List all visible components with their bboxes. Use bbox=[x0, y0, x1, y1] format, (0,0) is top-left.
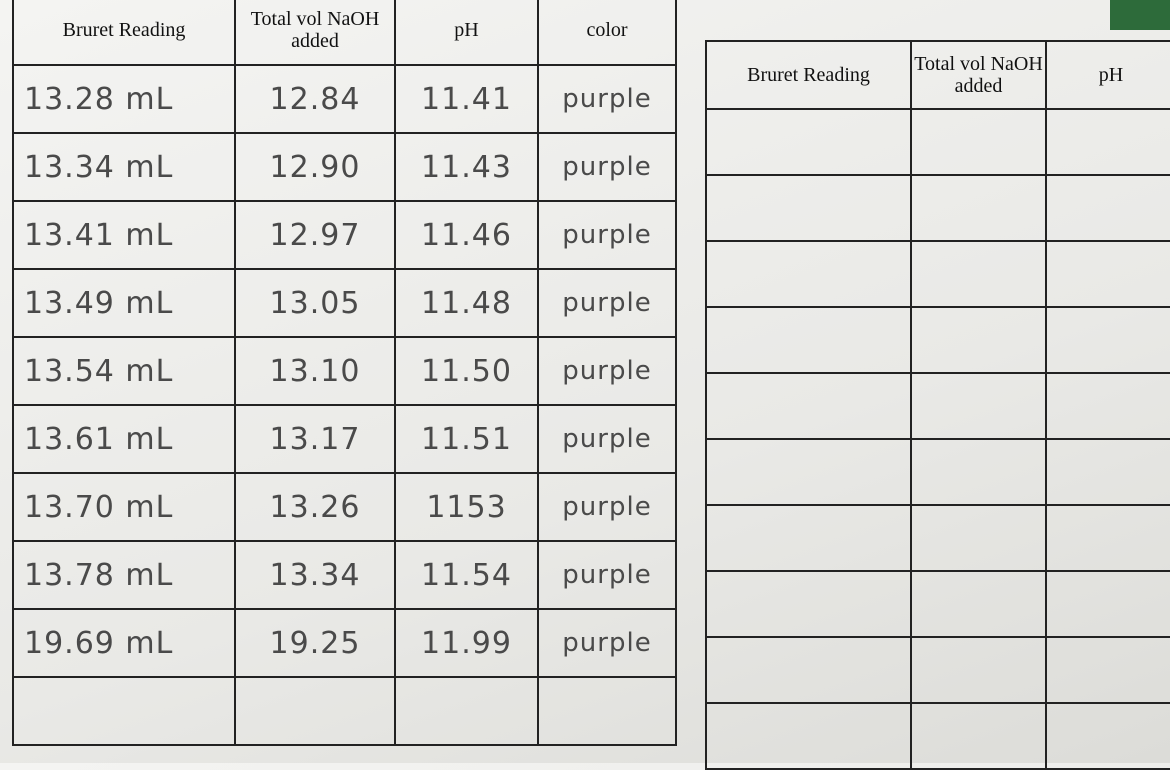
handwritten-cell: 11.46 bbox=[394, 200, 539, 270]
handwritten-cell: 13.34 mL bbox=[12, 132, 236, 202]
data-table: Bruret Reading Total vol NaOH added pH c… bbox=[12, 0, 677, 746]
handwritten-cell: 11.54 bbox=[394, 540, 539, 610]
blank-table: Bruret Reading Total vol NaOH added pH bbox=[705, 40, 1170, 770]
empty-row bbox=[705, 240, 1170, 308]
empty-row bbox=[705, 702, 1170, 770]
header-cell: Total vol NaOH added bbox=[234, 0, 396, 66]
empty-row bbox=[705, 636, 1170, 704]
empty-row bbox=[12, 676, 677, 746]
handwritten-cell: 11.48 bbox=[394, 268, 539, 338]
handwritten-cell: 13.34 bbox=[234, 540, 396, 610]
handwritten-cell: 11.99 bbox=[394, 608, 539, 678]
handwritten-cell: 12.90 bbox=[234, 132, 396, 202]
handwritten-cell: purple bbox=[537, 608, 677, 678]
empty-row bbox=[705, 438, 1170, 506]
data-row: 13.49 mL 13.05 11.48 purple bbox=[12, 268, 677, 338]
handwritten-cell: 11.41 bbox=[394, 64, 539, 134]
handwritten-cell: 12.97 bbox=[234, 200, 396, 270]
background-object bbox=[1110, 0, 1170, 30]
header-row: Bruret Reading Total vol NaOH added pH bbox=[705, 40, 1170, 110]
handwritten-cell: 13.78 mL bbox=[12, 540, 236, 610]
data-row: 19.69 mL 19.25 11.99 purple bbox=[12, 608, 677, 678]
handwritten-cell: 13.28 mL bbox=[12, 64, 236, 134]
handwritten-cell: purple bbox=[537, 200, 677, 270]
handwritten-cell: 1153 bbox=[394, 472, 539, 542]
handwritten-cell: purple bbox=[537, 64, 677, 134]
data-row: 13.34 mL 12.90 11.43 purple bbox=[12, 132, 677, 202]
data-row: 13.28 mL 12.84 11.41 purple bbox=[12, 64, 677, 134]
empty-row bbox=[705, 570, 1170, 638]
handwritten-cell: 13.41 mL bbox=[12, 200, 236, 270]
empty-row bbox=[705, 306, 1170, 374]
handwritten-cell: purple bbox=[537, 268, 677, 338]
handwritten-cell: 13.26 bbox=[234, 472, 396, 542]
handwritten-cell: purple bbox=[537, 336, 677, 406]
table-body bbox=[705, 108, 1170, 770]
data-row: 13.70 mL 13.26 1153 purple bbox=[12, 472, 677, 542]
handwritten-cell: 13.05 bbox=[234, 268, 396, 338]
handwritten-cell: 19.25 bbox=[234, 608, 396, 678]
handwritten-cell: 13.10 bbox=[234, 336, 396, 406]
handwritten-cell: purple bbox=[537, 132, 677, 202]
empty-row bbox=[705, 108, 1170, 176]
empty-row bbox=[705, 372, 1170, 440]
handwritten-cell: 11.43 bbox=[394, 132, 539, 202]
empty-row bbox=[705, 174, 1170, 242]
data-row: 13.61 mL 13.17 11.51 purple bbox=[12, 404, 677, 474]
handwritten-cell: 19.69 mL bbox=[12, 608, 236, 678]
handwritten-cell: 13.49 mL bbox=[12, 268, 236, 338]
handwritten-cell: purple bbox=[537, 472, 677, 542]
handwritten-cell: 12.84 bbox=[234, 64, 396, 134]
header-cell: Bruret Reading bbox=[705, 40, 912, 110]
header-cell: pH bbox=[394, 0, 539, 66]
handwritten-cell: 11.51 bbox=[394, 404, 539, 474]
handwritten-cell: purple bbox=[537, 540, 677, 610]
handwritten-cell: 13.61 mL bbox=[12, 404, 236, 474]
handwritten-cell: 13.17 bbox=[234, 404, 396, 474]
header-cell: Bruret Reading bbox=[12, 0, 236, 66]
handwritten-cell: 13.54 mL bbox=[12, 336, 236, 406]
data-row: 13.41 mL 12.97 11.46 purple bbox=[12, 200, 677, 270]
empty-row bbox=[705, 504, 1170, 572]
handwritten-cell: purple bbox=[537, 404, 677, 474]
table-body: 13.28 mL 12.84 11.41 purple 13.34 mL 12.90 11.… bbox=[12, 64, 677, 746]
handwritten-cell: 13.70 mL bbox=[12, 472, 236, 542]
data-row: 13.78 mL 13.34 11.54 purple bbox=[12, 540, 677, 610]
header-cell: pH bbox=[1045, 40, 1170, 110]
data-row: 13.54 mL 13.10 11.50 purple bbox=[12, 336, 677, 406]
header-cell: color bbox=[537, 0, 677, 66]
header-cell: Total vol NaOH added bbox=[910, 40, 1047, 110]
header-row: Bruret Reading Total vol NaOH added pH c… bbox=[12, 0, 677, 66]
handwritten-cell: 11.50 bbox=[394, 336, 539, 406]
